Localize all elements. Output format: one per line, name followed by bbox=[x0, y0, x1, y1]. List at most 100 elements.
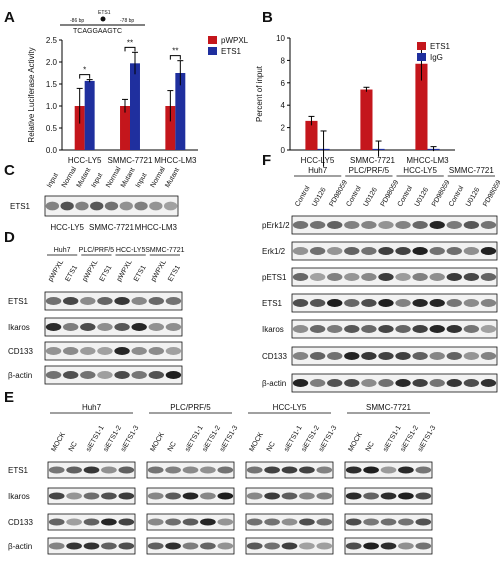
band bbox=[299, 518, 315, 526]
band bbox=[101, 542, 117, 550]
lane-label: NC bbox=[167, 441, 178, 453]
band bbox=[361, 379, 377, 387]
lane-label: MOCK bbox=[149, 431, 166, 453]
lane-label: pWPXL bbox=[47, 259, 65, 283]
band bbox=[380, 466, 397, 474]
bar bbox=[74, 106, 85, 150]
band bbox=[45, 297, 62, 305]
band bbox=[463, 247, 480, 255]
band bbox=[361, 247, 377, 255]
error-bar bbox=[76, 87, 83, 124]
error-bar bbox=[131, 51, 138, 75]
band bbox=[66, 492, 82, 500]
x-tick-label: MHCC-LM3 bbox=[406, 156, 449, 165]
blot-frame bbox=[44, 317, 183, 337]
error-bar bbox=[177, 60, 184, 86]
band bbox=[147, 466, 164, 474]
lane-label: siETS1-3 bbox=[417, 424, 438, 453]
band bbox=[118, 542, 135, 550]
band bbox=[292, 379, 309, 387]
bar bbox=[175, 73, 186, 150]
group-label: PLC/PRF/5 bbox=[170, 403, 211, 412]
lane-label: Control bbox=[448, 185, 466, 208]
band bbox=[148, 371, 165, 379]
legend-label: pWPXL bbox=[221, 36, 249, 45]
band bbox=[80, 323, 96, 331]
group-label: SMMC-7721 bbox=[89, 223, 134, 232]
band bbox=[345, 492, 362, 500]
band bbox=[429, 379, 445, 387]
band bbox=[48, 542, 65, 550]
band bbox=[114, 371, 130, 379]
lane-label: Input bbox=[90, 172, 104, 189]
blot-frame bbox=[291, 267, 498, 287]
band bbox=[66, 466, 82, 474]
band bbox=[217, 466, 234, 474]
band bbox=[97, 323, 113, 331]
band bbox=[327, 221, 343, 229]
band bbox=[131, 323, 147, 331]
band bbox=[309, 273, 326, 281]
lane-label: PD98059 bbox=[482, 179, 500, 208]
band bbox=[104, 201, 119, 211]
band bbox=[463, 221, 480, 229]
row-label: ETS1 bbox=[8, 297, 29, 306]
lane-label: siETS1-3 bbox=[318, 424, 339, 453]
band bbox=[361, 325, 377, 333]
band bbox=[395, 299, 411, 307]
band bbox=[412, 273, 428, 281]
y-tick-label: 0.0 bbox=[46, 146, 58, 155]
y-tick-label: 4 bbox=[281, 101, 286, 110]
band bbox=[80, 297, 96, 305]
band bbox=[165, 542, 181, 550]
significance-bracket bbox=[79, 74, 91, 79]
band bbox=[264, 518, 280, 526]
annotation: -78 bp bbox=[120, 18, 134, 24]
band bbox=[327, 352, 343, 360]
lane-label: pWPXL bbox=[150, 259, 168, 283]
band bbox=[380, 492, 397, 500]
band bbox=[118, 466, 135, 474]
band bbox=[119, 201, 133, 211]
blot-frame bbox=[44, 365, 183, 385]
error-bar bbox=[86, 79, 93, 83]
band bbox=[147, 542, 164, 550]
x-tick-label: SMMC-7721 bbox=[108, 156, 153, 165]
lane-label: pWPXL bbox=[81, 259, 99, 283]
band bbox=[429, 325, 445, 333]
band bbox=[80, 371, 96, 379]
band bbox=[101, 492, 117, 500]
band bbox=[165, 371, 182, 379]
panel-label: E bbox=[4, 389, 14, 406]
row-label: Ikaros bbox=[8, 492, 30, 501]
band bbox=[363, 492, 379, 500]
y-axis-label: Relative Luciferase Activity bbox=[27, 47, 36, 142]
band bbox=[361, 273, 377, 281]
band bbox=[292, 352, 309, 360]
band bbox=[480, 325, 497, 333]
band bbox=[246, 466, 263, 474]
y-tick-label: 6 bbox=[281, 79, 286, 88]
band bbox=[344, 221, 360, 229]
blot-frame bbox=[44, 341, 183, 361]
band bbox=[309, 325, 326, 333]
band bbox=[182, 542, 199, 550]
band bbox=[395, 247, 411, 255]
error-bar bbox=[167, 90, 174, 122]
band bbox=[97, 347, 113, 355]
y-tick-label: 8 bbox=[281, 56, 286, 65]
band bbox=[246, 518, 263, 526]
band bbox=[62, 323, 79, 331]
band bbox=[264, 492, 280, 500]
band bbox=[75, 201, 89, 211]
lane-label: NC bbox=[266, 441, 277, 453]
lane-label: Input bbox=[46, 172, 60, 189]
band bbox=[446, 273, 462, 281]
band bbox=[395, 273, 411, 281]
x-tick-label: HCC-LY5 bbox=[301, 156, 335, 165]
band bbox=[309, 299, 326, 307]
band bbox=[344, 379, 360, 387]
lane-label: siETS1-3 bbox=[120, 424, 141, 453]
band bbox=[131, 371, 147, 379]
